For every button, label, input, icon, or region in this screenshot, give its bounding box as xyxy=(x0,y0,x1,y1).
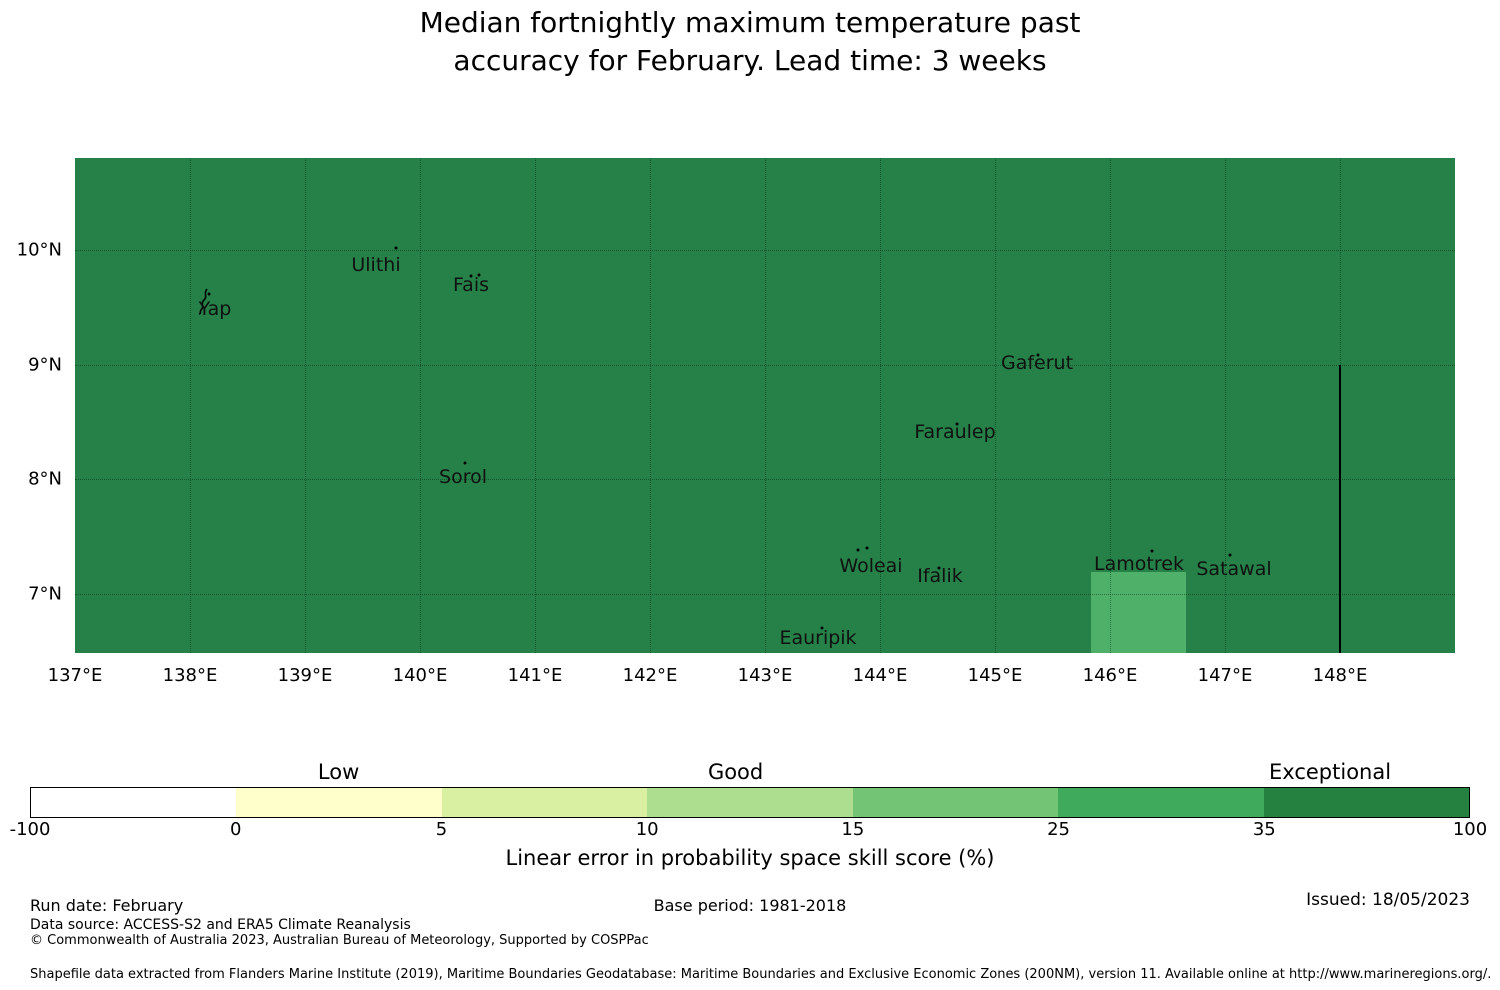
island-label-ifalik: Ifalik xyxy=(917,565,963,587)
map-gridline-horizontal xyxy=(75,479,1455,480)
x-tick-label: 145°E xyxy=(967,665,1023,686)
island-dot-fais xyxy=(469,274,473,278)
map-gridline-horizontal xyxy=(75,364,1455,366)
island-dot-sorol xyxy=(463,461,467,465)
y-tick-label: 8°N xyxy=(28,468,62,490)
colorbar-region-label-exceptional: Exceptional xyxy=(1269,760,1392,784)
base-period-text: Base period: 1981-2018 xyxy=(653,896,847,915)
title-line-2: accuracy for February. Lead time: 3 week… xyxy=(453,44,1047,77)
latitude-axis: 10°N 9°N 8°N 7°N xyxy=(0,158,68,653)
title-line-1: Median fortnightly maximum temperature p… xyxy=(419,6,1081,39)
x-tick-label: 142°E xyxy=(622,665,678,686)
x-tick-label: 137°E xyxy=(47,665,103,686)
colorbar-tick-label: 100 xyxy=(1452,819,1488,840)
map-gridline-vertical xyxy=(880,158,881,653)
colorbar-ticks: -100 0 5 10 15 25 35 100 xyxy=(10,819,1488,841)
island-label-sorol: Sorol xyxy=(439,466,487,488)
map-gridline-vertical xyxy=(650,158,651,653)
island-label-lamotrek: Lamotrek xyxy=(1094,553,1184,575)
skill-cell-lamotrek xyxy=(1091,572,1186,653)
island-label-satawal: Satawal xyxy=(1196,558,1272,580)
y-tick-label: 10°N xyxy=(16,239,62,261)
x-tick-label: 147°E xyxy=(1197,665,1253,686)
colorbar-tick-label: 0 xyxy=(229,819,242,840)
x-tick-label: 140°E xyxy=(392,665,448,686)
x-tick-label: 143°E xyxy=(737,665,793,686)
island-label-woleai: Woleai xyxy=(839,555,903,577)
colorbar-segment xyxy=(441,788,648,817)
colorbar xyxy=(30,787,1470,818)
colorbar-segment xyxy=(1058,788,1264,817)
colorbar-tick-label: 5 xyxy=(435,819,448,840)
map-gridline-vertical xyxy=(305,158,306,653)
colorbar-region-label-good: Good xyxy=(707,760,764,784)
island-dot-yap xyxy=(207,292,211,296)
map-gridline-horizontal xyxy=(75,593,1455,595)
map-gridline-vertical xyxy=(420,158,421,653)
island-dot-lamotrek xyxy=(1150,549,1154,553)
colorbar-segment xyxy=(647,788,853,817)
island-dot-satawal xyxy=(1228,553,1232,557)
x-tick-label: 138°E xyxy=(162,665,218,686)
island-label-gaferut: Gaferut xyxy=(1000,352,1074,374)
eez-boundary-line xyxy=(1339,365,1341,653)
x-tick-label: 141°E xyxy=(507,665,563,686)
x-tick-label: 144°E xyxy=(852,665,908,686)
data-source-text: Data source: ACCESS-S2 and ERA5 Climate … xyxy=(30,917,411,933)
y-tick-label: 9°N xyxy=(28,354,62,375)
skill-map: Yap Ulithi Fais Sorol Gaferut Faraulep Woleai I… xyxy=(75,158,1455,653)
shapefile-attribution-text: Shapefile data extracted from Flanders M… xyxy=(30,967,1492,982)
y-tick-label: 7°N xyxy=(28,583,62,604)
colorbar-region-labels: Low Good Exceptional xyxy=(30,760,1470,786)
issued-date-text: Issued: 18/05/2023 xyxy=(1306,890,1470,910)
x-tick-label: 148°E xyxy=(1312,665,1368,686)
island-label-eauripik: Eauripik xyxy=(779,627,857,649)
page-title: Median fortnightly maximum temperature p… xyxy=(0,4,1500,80)
x-tick-label: 139°E xyxy=(277,665,333,686)
colorbar-segment xyxy=(31,788,237,817)
map-gridline-vertical xyxy=(765,158,766,653)
island-label-fais: Fais xyxy=(452,274,490,296)
colorbar-tick-label: 25 xyxy=(1047,819,1071,840)
colorbar-tick-label: 10 xyxy=(635,819,659,840)
x-tick-label: 146°E xyxy=(1082,665,1138,686)
colorbar-caption: Linear error in probability space skill … xyxy=(505,846,995,870)
colorbar-segment xyxy=(1263,788,1469,817)
map-gridline-vertical xyxy=(1110,158,1111,653)
island-dot-woleai xyxy=(856,548,860,552)
island-dot-woleai xyxy=(865,546,869,550)
map-gridline-vertical xyxy=(535,158,536,653)
colorbar-segment xyxy=(236,788,442,817)
island-dot-ulithi xyxy=(394,246,398,250)
island-dot-ifalik xyxy=(937,566,941,570)
colorbar-tick-label: 15 xyxy=(841,819,865,840)
island-label-ulithi: Ulithi xyxy=(351,254,401,276)
map-gridline-vertical xyxy=(995,158,996,653)
colorbar-region-label-low: Low xyxy=(317,760,360,784)
longitude-axis: 137°E 138°E 139°E 140°E 141°E 142°E 143°E 144°E… xyxy=(48,665,1455,689)
map-gridline-vertical xyxy=(190,158,191,653)
map-gridline-vertical xyxy=(1225,158,1226,653)
island-dot-fais xyxy=(477,273,481,277)
island-label-faraulep: Faraulep xyxy=(914,421,996,443)
island-label-yap: Yap xyxy=(198,298,232,320)
island-outline-yap xyxy=(193,287,215,319)
colorbar-segment xyxy=(852,788,1059,817)
island-dot-eauripik xyxy=(820,626,824,630)
colorbar-tick-label: 35 xyxy=(1252,819,1276,840)
map-gridline-horizontal xyxy=(75,250,1455,251)
island-dot-gaferut xyxy=(1036,353,1040,357)
copyright-text: © Commonwealth of Australia 2023, Austra… xyxy=(30,933,649,948)
colorbar-tick-label: -100 xyxy=(9,819,51,840)
run-date-text: Run date: February xyxy=(30,896,184,915)
island-dot-faraulep xyxy=(955,422,959,426)
